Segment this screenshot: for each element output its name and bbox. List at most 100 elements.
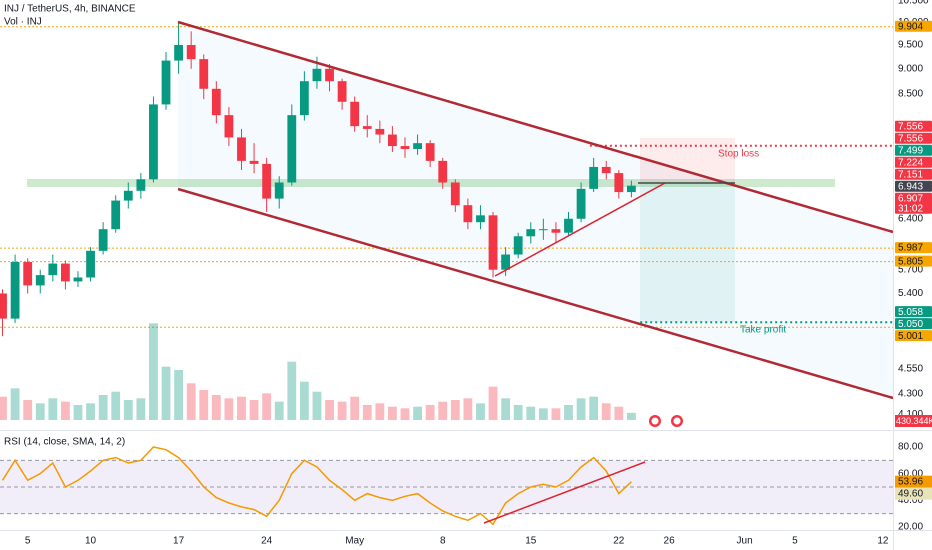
volume-bar	[513, 405, 523, 420]
price-label: 5.987	[898, 243, 923, 254]
volume-bar	[174, 370, 184, 420]
candle-body	[463, 205, 473, 223]
x-tick-label: Jun	[737, 536, 753, 547]
price-label: 7.224	[898, 157, 923, 168]
candle-body	[274, 182, 284, 199]
volume-bar	[23, 400, 33, 420]
candle-body	[589, 166, 599, 189]
price-label: 5.050	[898, 319, 923, 330]
price-label: 5.805	[898, 256, 923, 267]
price-label-box	[895, 168, 932, 180]
volume-bar	[488, 386, 498, 420]
volume-bar	[161, 366, 171, 420]
candle-body	[362, 126, 372, 129]
candle-body	[0, 293, 7, 319]
volume-bar	[312, 391, 322, 420]
price-label-box	[895, 318, 932, 330]
y-tick-label: 6.400	[898, 213, 923, 224]
x-tick-label: 24	[261, 536, 273, 547]
candle-body	[350, 101, 360, 127]
x-tick-label: 22	[613, 536, 625, 547]
candle-body	[174, 45, 184, 61]
candle-body	[476, 215, 485, 223]
candle-body	[86, 250, 95, 278]
volume-bar	[199, 390, 209, 420]
volume-bar	[123, 400, 133, 420]
rsi-tick-label: 40.00	[898, 495, 923, 506]
candle-body	[287, 115, 297, 183]
candle-body	[211, 88, 221, 116]
candle-body	[237, 137, 246, 161]
volume-bar	[425, 405, 435, 420]
price-label-box	[895, 192, 932, 214]
event-icon	[671, 415, 683, 427]
channel-fill	[178, 22, 893, 398]
x-tick-label: 10	[85, 536, 97, 547]
y-tick-label: 4.550	[898, 363, 923, 374]
candle-body	[337, 81, 347, 102]
candle-body	[400, 146, 410, 149]
price-label-box	[895, 144, 932, 156]
marks	[0, 22, 636, 526]
chart-title: INJ / TetherUS, 4h, BINANCE	[4, 4, 136, 15]
candle-body	[438, 160, 448, 183]
volume-bar	[601, 403, 611, 420]
volume-bar	[350, 396, 360, 420]
rsi-label-box	[895, 475, 932, 488]
rsi-title: RSI (14, close, SMA, 14, 2)	[4, 437, 125, 448]
volume-bar	[463, 398, 473, 420]
candle-body	[149, 104, 158, 180]
volume-bar	[86, 403, 95, 420]
price-label-box	[895, 242, 932, 254]
countdown: 31:02	[898, 203, 923, 214]
target-zone	[640, 183, 735, 322]
volume-bar	[299, 381, 309, 420]
y-tick-label: 9.000	[898, 63, 923, 74]
candle-body	[601, 166, 611, 174]
y-tick-label: 5.400	[898, 288, 923, 299]
volume-bar	[388, 406, 397, 420]
volume-bar	[274, 401, 284, 420]
y-tick-label: 10.500	[898, 0, 929, 7]
candle-body	[123, 190, 133, 201]
event-icon	[649, 415, 661, 427]
x-tick-label: 5	[25, 536, 31, 547]
volume-bar	[73, 405, 83, 420]
sma-label-box	[895, 487, 932, 500]
volume-label: 430.344K	[896, 416, 932, 426]
price-label: 7.499	[898, 145, 923, 156]
y-tick-label: 9.500	[898, 40, 923, 51]
take-profit-label: Take profit	[740, 325, 786, 336]
candle-body	[73, 277, 83, 282]
x-tick-label: 8	[440, 536, 446, 547]
volume-bar	[237, 396, 246, 420]
price-label-box	[895, 306, 932, 318]
candle-body	[299, 81, 309, 116]
x-tick-label: 5	[792, 536, 798, 547]
rsi-line	[1, 446, 632, 526]
price-label: 7.556	[898, 121, 923, 132]
volume-bar	[626, 412, 636, 420]
volume-bar	[186, 383, 196, 420]
price-label: 6.943	[898, 181, 923, 192]
volume-label-box	[895, 415, 932, 427]
volume-bar	[61, 401, 70, 420]
candle-body	[111, 200, 121, 230]
y-tick-label: 4.100	[898, 409, 923, 420]
price-label-box	[895, 120, 932, 132]
price-label: 7.151	[898, 169, 923, 180]
volume-bar	[136, 398, 146, 420]
volume-title: Vol · INJ	[4, 17, 42, 28]
volume-bar	[249, 400, 259, 420]
price-label: 6.907	[898, 193, 923, 204]
candle-body	[614, 173, 624, 193]
volume-bar	[287, 361, 297, 420]
volume-bar	[375, 403, 385, 420]
x-tick-label: May	[345, 536, 364, 547]
volume-bar	[400, 408, 410, 420]
volume-bar	[262, 393, 272, 420]
rsi-tick-label: 60.00	[898, 468, 923, 479]
candle-body	[249, 160, 259, 164]
y-tick-label: 8.500	[898, 89, 923, 100]
candle-body	[199, 59, 209, 89]
